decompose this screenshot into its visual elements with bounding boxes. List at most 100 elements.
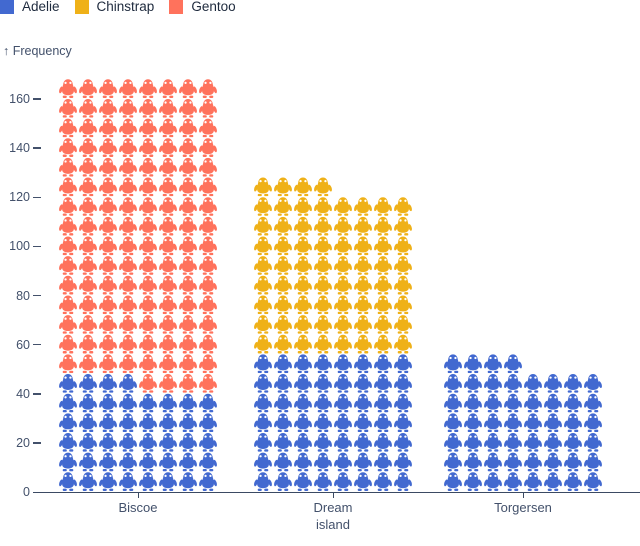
penguin-icon — [118, 452, 138, 472]
penguin-icon — [198, 236, 218, 256]
penguin-icon — [198, 98, 218, 118]
penguin-icon — [253, 177, 273, 197]
penguin-icon — [353, 433, 373, 452]
penguin-icon — [158, 275, 178, 295]
penguin-icon — [138, 177, 158, 197]
penguin-icon — [483, 354, 503, 374]
y-tick-mark — [33, 343, 41, 346]
penguin-icon — [138, 236, 158, 256]
penguin-icon — [58, 256, 78, 275]
penguin-icon — [178, 393, 198, 413]
penguin-icon — [333, 413, 353, 433]
penguin-icon — [58, 138, 78, 157]
penguin-icon — [158, 138, 178, 157]
penguin-icon — [158, 157, 178, 177]
penguin-icon — [138, 334, 158, 354]
penguin-icon — [118, 157, 138, 177]
penguin-icon — [138, 118, 158, 138]
penguin-icon — [58, 433, 78, 452]
penguin-icon — [78, 177, 98, 197]
penguin-icon — [273, 315, 293, 334]
penguin-icon — [58, 295, 78, 315]
y-axis-title: ↑ Frequency — [3, 44, 72, 58]
penguin-icon — [293, 413, 313, 433]
penguin-icon — [293, 354, 313, 374]
penguin-icon — [178, 452, 198, 472]
penguin-icon — [58, 472, 78, 491]
penguin-icon — [98, 295, 118, 315]
penguin-icon — [373, 452, 393, 472]
penguin-icon — [313, 275, 333, 295]
penguin-icon — [583, 413, 603, 433]
penguin-icon — [78, 157, 98, 177]
penguin-icon — [443, 354, 463, 374]
penguin-icon — [118, 118, 138, 138]
penguin-icon — [118, 177, 138, 197]
penguin-icon — [118, 256, 138, 275]
penguin-icon — [178, 433, 198, 452]
penguin-icon — [503, 433, 523, 452]
penguin-icon — [393, 197, 413, 216]
penguin-icon — [198, 393, 218, 413]
penguin-icon — [483, 472, 503, 491]
penguin-icon — [198, 354, 218, 374]
penguin-icon — [353, 256, 373, 275]
y-tick-mark — [33, 245, 41, 248]
penguin-icon — [198, 157, 218, 177]
penguin-icon — [118, 138, 138, 157]
penguin-icon — [253, 197, 273, 216]
penguin-icon — [118, 433, 138, 452]
penguin-icon — [78, 236, 98, 256]
penguin-icon — [353, 197, 373, 216]
penguin-icon — [58, 393, 78, 413]
penguin-icon — [523, 413, 543, 433]
penguin-icon — [78, 256, 98, 275]
penguin-icon — [373, 334, 393, 354]
penguin-icon — [353, 236, 373, 256]
penguin-icon — [198, 374, 218, 393]
penguin-icon — [78, 216, 98, 236]
penguin-icon — [373, 197, 393, 216]
penguin-icon — [178, 315, 198, 334]
penguin-icon — [443, 413, 463, 433]
penguin-icon — [333, 452, 353, 472]
penguin-icon — [253, 236, 273, 256]
penguin-icon — [273, 472, 293, 491]
legend-swatch-adelie — [0, 0, 14, 14]
penguin-icon — [198, 216, 218, 236]
penguin-icon — [393, 452, 413, 472]
penguin-icon — [443, 433, 463, 452]
penguin-icon — [158, 315, 178, 334]
penguin-icon — [78, 374, 98, 393]
penguin-icon — [563, 374, 583, 393]
penguin-icon — [443, 393, 463, 413]
penguin-icon — [118, 216, 138, 236]
penguin-icon — [78, 413, 98, 433]
penguin-icon — [98, 354, 118, 374]
penguin-icon — [58, 315, 78, 334]
penguin-icon — [293, 393, 313, 413]
penguin-icon — [293, 197, 313, 216]
penguin-icon — [373, 295, 393, 315]
penguin-icon — [78, 79, 98, 98]
penguin-icon — [98, 433, 118, 452]
penguin-icon — [78, 295, 98, 315]
penguin-icon — [118, 472, 138, 491]
penguin-icon — [98, 334, 118, 354]
x-tick-mark — [332, 493, 334, 498]
penguin-icon — [98, 216, 118, 236]
category-label-dream-island: Dream island — [313, 500, 353, 532]
penguin-icon — [253, 256, 273, 275]
penguin-icon — [198, 79, 218, 98]
penguin-icon — [253, 295, 273, 315]
legend-swatch-chinstrap — [74, 0, 89, 14]
penguin-icon — [98, 177, 118, 197]
legend-item-chinstrap: Chinstrap — [74, 0, 154, 14]
penguin-icon — [138, 354, 158, 374]
penguin-icon — [333, 472, 353, 491]
penguin-icon — [293, 216, 313, 236]
penguin-icon — [273, 295, 293, 315]
penguin-icon — [198, 334, 218, 354]
penguin-icon — [483, 393, 503, 413]
penguin-icon — [543, 374, 563, 393]
